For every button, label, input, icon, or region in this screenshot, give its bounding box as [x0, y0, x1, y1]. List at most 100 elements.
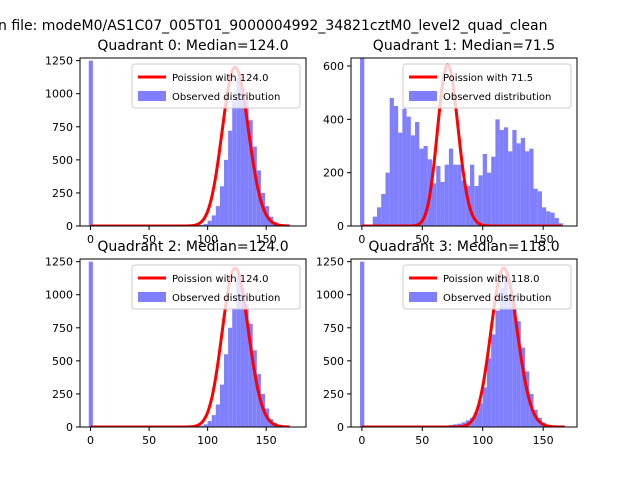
x-tick-label: 100	[197, 434, 218, 447]
histogram-bar	[436, 166, 441, 226]
histogram-bar	[248, 120, 253, 226]
histogram-bar	[482, 154, 487, 226]
x-tick-label: 100	[197, 233, 218, 246]
histogram-bar	[520, 138, 526, 226]
x-tick-label: 100	[472, 434, 493, 447]
histogram-bar	[431, 183, 437, 226]
histogram-bar	[482, 387, 487, 427]
histogram-bar	[478, 175, 483, 226]
histogram-bar	[499, 130, 504, 226]
histogram-bar	[546, 211, 551, 226]
y-tick-label: 750	[52, 121, 73, 134]
histogram-bar	[211, 215, 216, 226]
histogram-bar	[474, 412, 479, 427]
x-tick-label: 50	[415, 434, 429, 447]
quadrant-3-plot: 0 50 100 150 0 250 500 750 1000 1250 Quadrant 3: M…	[316, 239, 578, 447]
histogram-bar	[385, 172, 390, 226]
x-tick-label: 150	[533, 434, 554, 447]
histogram-bar	[550, 212, 555, 226]
histogram-bar	[478, 403, 483, 427]
y-tick-label: 500	[52, 154, 73, 167]
y-tick-label: 0	[66, 421, 73, 434]
histogram-bar	[199, 425, 204, 427]
histogram-bar	[495, 119, 500, 226]
histogram-bar	[470, 164, 475, 226]
x-tick-label: 50	[142, 233, 156, 246]
histogram-bar	[228, 327, 233, 427]
panel-title: Quadrant 0: Median=124.0	[97, 38, 288, 54]
histogram-bar	[381, 194, 386, 226]
y-tick-label: 750	[52, 322, 73, 335]
histogram-bar	[199, 224, 204, 226]
histogram-bar	[360, 261, 365, 427]
y-tick-label: 1250	[45, 256, 73, 269]
y-tick-label: 600	[323, 60, 344, 73]
histogram-bar	[503, 274, 509, 427]
legend-label-poisson: Poission with 124.0	[172, 274, 268, 285]
legend-label-observed: Observed distribution	[443, 92, 551, 103]
histogram-bar	[224, 159, 229, 226]
x-tick-label: 150	[256, 233, 277, 246]
poisson-curve	[360, 266, 566, 427]
histogram-bar	[525, 151, 530, 226]
quadrant-1-plot: 0 50 100 150 0 200 400 600 Quadrant 1: Median=71…	[323, 38, 578, 246]
histogram-bar	[499, 288, 504, 427]
histogram-bar	[533, 188, 538, 226]
histogram-bar	[419, 148, 424, 226]
legend-box	[131, 264, 301, 310]
histogram-bar	[457, 164, 462, 226]
panel-title: Quadrant 1: Median=71.5	[373, 38, 555, 54]
panel-title: Quadrant 2: Median=124.0	[97, 239, 288, 255]
histogram-bar	[240, 288, 245, 427]
axes-frame	[79, 57, 307, 227]
histogram-bar	[232, 100, 237, 226]
histogram-bar	[215, 404, 220, 427]
histogram-bar	[495, 310, 500, 427]
y-tick-label: 500	[52, 355, 73, 368]
y-tick-label: 1000	[45, 88, 73, 101]
histogram-bar	[88, 261, 93, 427]
histogram-bar	[491, 334, 496, 427]
histogram-bar	[252, 350, 257, 427]
histogram-bar	[219, 186, 225, 226]
x-tick-label: 0	[87, 434, 94, 447]
figure-suptitle: n file: modeM0/AS1C07_005T01_9000004992_…	[0, 18, 547, 34]
histogram-bar	[516, 143, 521, 226]
histogram-bar	[376, 207, 382, 226]
histogram-bar	[256, 374, 261, 427]
y-tick-label: 0	[66, 220, 73, 233]
axes-frame	[350, 258, 578, 428]
y-tick-label: 250	[52, 388, 73, 401]
y-tick-label: 0	[337, 421, 344, 434]
y-tick-label: 250	[323, 388, 344, 401]
histogram-bar	[525, 371, 530, 427]
plot-area	[360, 58, 564, 226]
legend-label-observed: Observed distribution	[443, 293, 551, 304]
histogram-bar	[393, 106, 399, 226]
x-tick-label: 100	[472, 233, 493, 246]
histogram-bar	[240, 87, 245, 226]
histogram-bar	[244, 100, 249, 226]
legend-label-observed: Observed distribution	[172, 92, 280, 103]
histogram-bar	[541, 207, 547, 226]
legend-hist-swatch	[138, 91, 166, 101]
histogram-bar	[207, 220, 212, 226]
histogram-bar	[461, 180, 466, 226]
x-tick-label: 0	[358, 434, 365, 447]
x-tick-label: 150	[533, 233, 554, 246]
histogram-bar	[406, 116, 411, 226]
histogram-bar	[389, 98, 394, 226]
histogram-bar	[219, 384, 225, 427]
histogram-bar	[554, 218, 559, 226]
histogram-bar	[423, 146, 428, 226]
poisson-curve	[360, 63, 563, 226]
histogram-bar	[248, 323, 253, 427]
histogram-bar	[444, 164, 449, 226]
histogram-bar	[211, 415, 216, 427]
histogram-bar	[448, 148, 454, 226]
y-tick-label: 1250	[316, 256, 344, 269]
histogram-bar	[215, 206, 220, 226]
quadrant-2-plot: 0 50 100 150 0 250 500 750 1000 1250 Quadrant 2: M…	[45, 239, 307, 447]
histogram-bar	[440, 182, 445, 226]
histogram-bar	[244, 303, 249, 427]
